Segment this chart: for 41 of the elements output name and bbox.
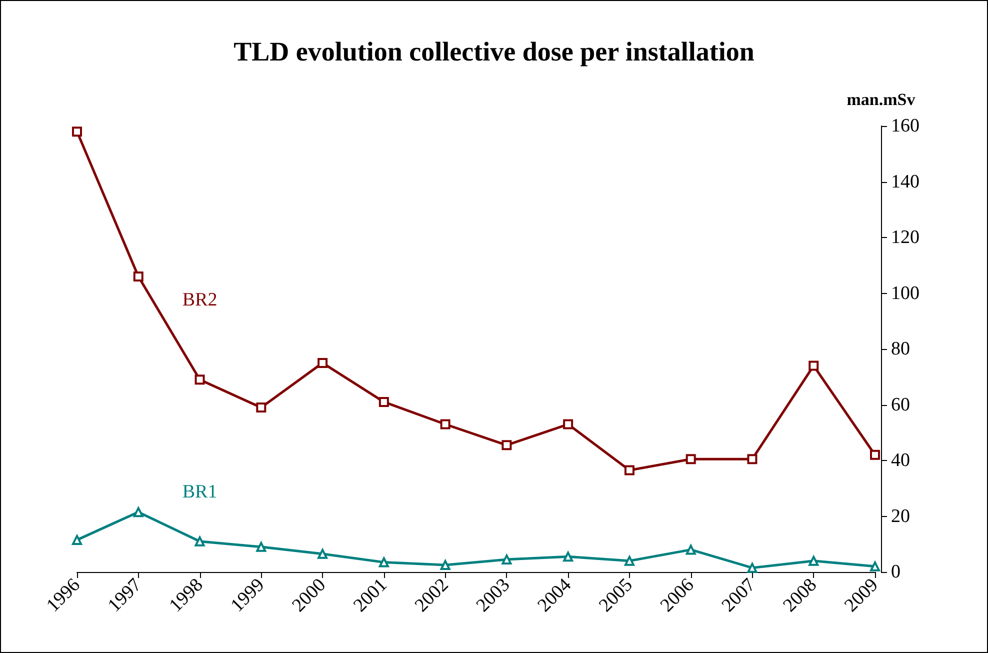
point: [256, 402, 266, 413]
y-tick-label: 40: [891, 450, 910, 471]
point: [502, 554, 512, 564]
chart-title: TLD evolution collective dose per installation: [234, 36, 754, 66]
y-tick-label: 160: [891, 116, 920, 136]
point: [194, 374, 205, 385]
y-tick-label: 60: [891, 394, 910, 416]
point: [747, 454, 758, 464]
y-tick-label: 100: [891, 282, 920, 304]
point: [808, 360, 819, 371]
point: [870, 561, 880, 572]
point: [378, 557, 389, 568]
series-label: BR2: [182, 290, 218, 311]
y-tick-label: 0: [891, 562, 900, 582]
point: [563, 552, 574, 562]
point: [870, 450, 880, 460]
point: [378, 396, 389, 407]
point: [686, 454, 696, 464]
point: [686, 544, 696, 555]
point: [318, 548, 328, 559]
point: [194, 536, 205, 546]
point: [72, 126, 82, 137]
y-tick-label: 120: [891, 227, 920, 248]
point: [502, 440, 512, 450]
point: [624, 465, 634, 476]
point: [440, 560, 450, 570]
y-tick-label: 80: [891, 338, 910, 360]
y-tick-label: 140: [891, 171, 920, 192]
point: [256, 542, 266, 552]
y-axis-title: man.mSv: [846, 90, 916, 109]
point: [133, 272, 144, 282]
point: [318, 358, 328, 368]
point: [747, 562, 758, 573]
point: [563, 419, 574, 430]
point: [72, 534, 82, 545]
point: [624, 556, 634, 566]
point: [440, 419, 450, 430]
y-tick-label: 20: [891, 506, 910, 527]
point: [133, 507, 144, 518]
point: [808, 556, 819, 566]
series-label: BR1: [182, 481, 218, 502]
